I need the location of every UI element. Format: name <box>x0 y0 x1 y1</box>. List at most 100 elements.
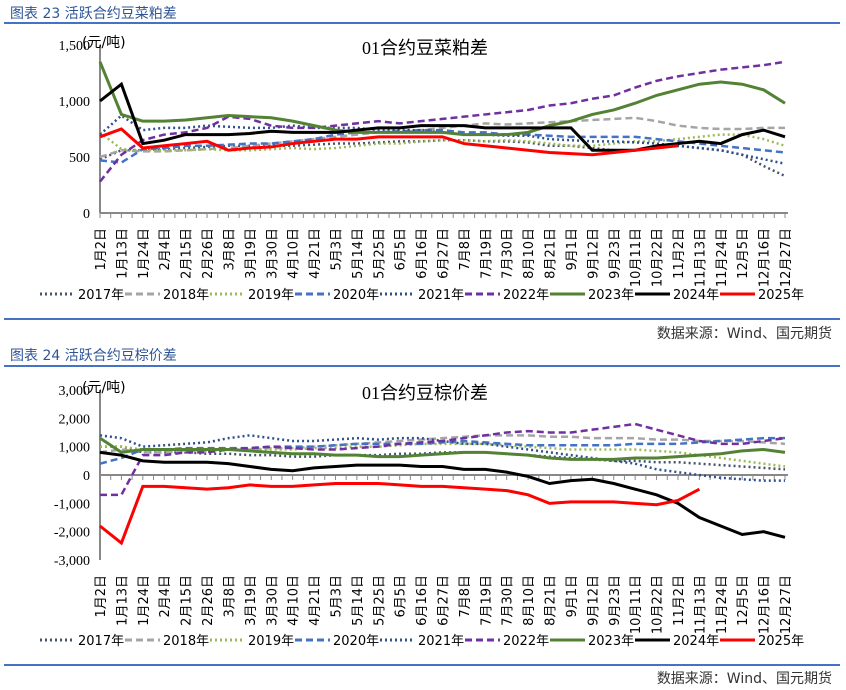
x-tick-label: 10月22日 <box>651 228 666 287</box>
figure-caption: 图表 23 活跃合约豆菜粕差 <box>10 6 177 22</box>
x-tick-label: 5月3日 <box>329 228 344 271</box>
x-tick-label: 5月3日 <box>329 575 344 618</box>
series-line-2025年 <box>99 482 701 546</box>
x-tick-label: 6月5日 <box>394 575 409 618</box>
legend-label: 2024年 <box>673 634 719 649</box>
x-tick-label: 4月21日 <box>308 575 323 626</box>
x-tick-label: 11月2日 <box>672 575 687 626</box>
x-tick-label: 9月12日 <box>586 228 601 279</box>
data-source: 数据来源：Wind、国元期货 <box>656 326 832 342</box>
series-line-2020年 <box>99 128 786 164</box>
x-tick-label: 12月27日 <box>779 575 794 634</box>
y-tick-label: 500 <box>69 151 90 166</box>
legend-label: 2022年 <box>503 288 549 303</box>
series-line-2017年 <box>99 138 786 178</box>
x-tick-label: 3月30日 <box>265 575 280 626</box>
series-line-2024年 <box>99 81 786 152</box>
series-line-2022年 <box>100 422 786 497</box>
x-tick-label: 8月21日 <box>544 575 559 626</box>
legend-label: 2019年 <box>248 288 294 303</box>
y-tick-label: 3,000 <box>59 384 91 399</box>
x-tick-label: 4月10日 <box>287 228 302 279</box>
legend-label: 2017年 <box>78 634 124 649</box>
x-tick-label: 3月30日 <box>265 228 280 279</box>
x-tick-label: 9月23日 <box>608 575 623 626</box>
x-tick-label: 2月15日 <box>180 228 195 279</box>
x-tick-label: 7月30日 <box>501 228 516 279</box>
chart-soy-rapeseed-meal-spread: 0 500 1,000 1,500(元/吨) 01合约豆菜粕差 1月2日 1月13日 1月24… <box>40 35 804 303</box>
x-tick-label: 6月16日 <box>415 228 430 279</box>
legend-label: 2025年 <box>758 634 804 649</box>
y-tick-label: 2,000 <box>59 412 91 427</box>
divider <box>4 365 840 367</box>
x-tick-label: 1月24日 <box>137 228 152 279</box>
x-tick-label: 8月21日 <box>544 228 559 279</box>
x-tick-label: 6月16日 <box>415 575 430 626</box>
x-tick-label: 6月27日 <box>437 575 452 626</box>
chart-soy-palm-oil-spread: -3,000 -2,000 -1,000 0 1,000 2,000 3,000(元/吨) 0… <box>40 380 804 649</box>
x-tick-label: 8月10日 <box>522 575 537 626</box>
y-tick-label: -3,000 <box>54 554 90 569</box>
legend-label: 2021年 <box>418 288 464 303</box>
x-tick-label: 9月12日 <box>586 575 601 626</box>
y-tick-label: -1,000 <box>54 497 90 512</box>
x-tick-label: 7月8日 <box>458 575 473 618</box>
legend-label: 2024年 <box>673 288 719 303</box>
x-tick-label: 12月16日 <box>758 228 773 287</box>
x-tick-label: 11月13日 <box>693 228 708 287</box>
x-tick-label: 2月15日 <box>180 575 195 626</box>
x-tick-label: 1月24日 <box>137 575 152 626</box>
x-tick-label: 11月24日 <box>715 575 730 634</box>
legend-label: 2022年 <box>503 634 549 649</box>
x-tick-label: 7月30日 <box>501 575 516 626</box>
x-tick-label: 4月21日 <box>308 228 323 279</box>
legend-label: 2025年 <box>758 288 804 303</box>
x-tick-label: 5月14日 <box>351 228 366 279</box>
x-tick-label: 10月22日 <box>651 575 666 634</box>
x-tick-label: 11月24日 <box>715 228 730 287</box>
x-tick-label: 12月16日 <box>758 575 773 634</box>
x-tick-label: 9月23日 <box>608 228 623 279</box>
x-tick-label: 9月1日 <box>565 575 580 618</box>
figure-caption: 图表 24 活跃合约豆棕价差 <box>10 348 177 364</box>
series-line-2025年 <box>99 127 679 157</box>
x-tick-label: 9月1日 <box>565 228 580 271</box>
x-tick-label: 2月26日 <box>201 575 216 626</box>
x-tick-label: 7月19日 <box>479 228 494 279</box>
series-line-2021年 <box>99 113 786 165</box>
y-tick-label: 1,000 <box>59 95 91 110</box>
x-tick-label: 3月8日 <box>222 228 237 271</box>
x-tick-label: 1月2日 <box>94 228 109 271</box>
x-tick-label: 10月11日 <box>629 228 644 287</box>
legend-label: 2018年 <box>163 288 209 303</box>
legend-label: 2021年 <box>418 634 464 649</box>
x-tick-label: 12月5日 <box>736 575 751 626</box>
x-tick-label: 11月2日 <box>672 228 687 279</box>
y-tick-label: 0 <box>83 207 90 222</box>
legend-label: 2020年 <box>333 634 379 649</box>
legend-label: 2020年 <box>333 288 379 303</box>
x-tick-label: 3月19日 <box>244 228 259 279</box>
x-tick-label: 3月8日 <box>222 575 237 618</box>
series-line-2019年 <box>99 131 786 152</box>
x-tick-label: 5月25日 <box>372 575 387 626</box>
x-tick-label: 3月19日 <box>244 575 259 626</box>
series-line-2019年 <box>100 442 786 468</box>
x-tick-label: 2月26日 <box>201 228 216 279</box>
x-tick-label: 12月27日 <box>779 228 794 287</box>
x-tick-label: 8月10日 <box>522 228 537 279</box>
x-tick-label: 7月8日 <box>458 228 473 271</box>
x-tick-label: 1月2日 <box>94 575 109 618</box>
x-tick-label: 4月10日 <box>287 575 302 626</box>
series-line-2024年 <box>99 450 786 539</box>
divider <box>4 664 840 666</box>
x-tick-label: 1月13日 <box>115 575 130 626</box>
x-tick-label: 10月11日 <box>629 575 644 634</box>
x-tick-label: 12月5日 <box>736 228 751 279</box>
y-tick-label: 0 <box>83 469 90 484</box>
x-tick-label: 6月27日 <box>437 228 452 279</box>
x-tick-label: 11月13日 <box>693 575 708 634</box>
chart-title: 01合约豆菜粕差 <box>362 38 488 58</box>
x-tick-label: 6月5日 <box>394 228 409 271</box>
y-tick-label: -2,000 <box>54 526 90 541</box>
